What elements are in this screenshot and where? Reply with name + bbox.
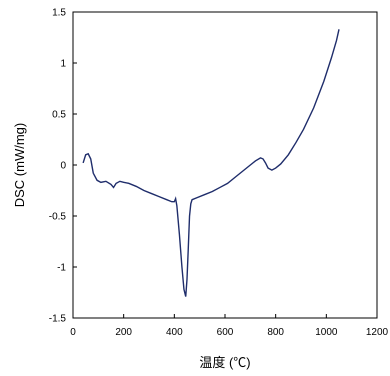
x-tick-label: 800 bbox=[267, 327, 284, 338]
x-tick-label: 200 bbox=[115, 327, 132, 338]
x-tick-label: 0 bbox=[70, 327, 76, 338]
x-tick-label: 1200 bbox=[366, 327, 389, 338]
y-tick-label: -1.5 bbox=[49, 314, 67, 325]
y-tick-label: 1 bbox=[60, 59, 66, 70]
y-axis-label: DSC (mW/mg) bbox=[12, 123, 27, 208]
axis-ticks bbox=[72, 11, 378, 319]
dsc-series-line bbox=[82, 29, 340, 297]
x-tick-label: 600 bbox=[217, 327, 234, 338]
x-tick-label: 400 bbox=[166, 327, 183, 338]
y-tick-labels: -1.5 -1 -0.5 0 0.5 1 1.5 bbox=[49, 8, 67, 325]
y-tick-label: -0.5 bbox=[49, 212, 67, 223]
y-tick-label: 1.5 bbox=[52, 8, 66, 19]
x-tick-label: 1000 bbox=[315, 327, 338, 338]
x-tick-labels: 0 200 400 600 800 1000 1200 bbox=[70, 327, 388, 338]
x-axis-label: 温度 (℃) bbox=[199, 355, 250, 370]
y-tick-label: 0.5 bbox=[52, 110, 66, 121]
y-tick-label: -1 bbox=[57, 263, 66, 274]
y-tick-label: 0 bbox=[60, 161, 66, 172]
